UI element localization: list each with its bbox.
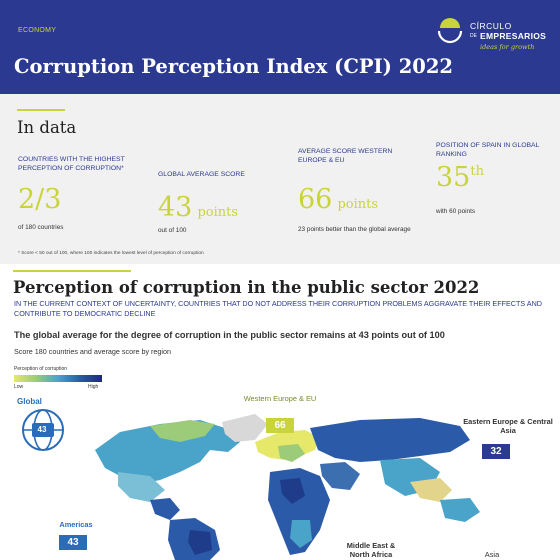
world-map <box>95 414 480 560</box>
public-sector-title: Perception of corruption in the public s… <box>13 278 480 297</box>
stat-value-spain-position: 35th <box>436 162 484 193</box>
logo-circle-icon <box>437 18 463 44</box>
stat-label-highest-corruption: COUNTRIES WITH THE HIGHEST PERCEPTION OF… <box>18 156 125 172</box>
logo-line2: EMPRESARIOS <box>480 31 547 41</box>
page-title: Corruption Perception Index (CPI) 2022 <box>14 55 453 78</box>
stat-value-highest-corruption: 2/3 <box>18 184 62 215</box>
region-score-global: 43 <box>37 425 47 434</box>
section-tag: ECONOMY <box>18 27 57 34</box>
globe-icon <box>22 409 64 451</box>
accent-line <box>17 109 65 111</box>
footnote: * Score < 50 out of 100, where 100 indic… <box>18 251 204 256</box>
stat-label-western-europe: AVERAGE SCORE WESTERN EUROPE & EU <box>298 148 393 164</box>
region-score-western-europe: 66 <box>266 418 294 433</box>
region-label-asia: Asia <box>484 550 500 559</box>
stat-value-global-average: 43 points <box>158 192 239 223</box>
region-label-eastern-europe: Eastern Europe & Central Asia <box>463 417 553 435</box>
legend-low: Low <box>14 384 24 390</box>
stat-value-western-europe: 66 points <box>298 184 379 215</box>
in-data-title: In data <box>17 118 77 137</box>
region-label-global: Global <box>17 397 42 406</box>
logo-line1: CÍRCULO <box>470 21 512 31</box>
in-data-panel: In data COUNTRIES WITH THE HIGHEST PERCE… <box>0 94 560 264</box>
legend-color-scale <box>14 375 102 382</box>
region-label-middle-east: Middle East & North Africa <box>346 541 396 559</box>
region-score-eastern-europe: 32 <box>482 444 510 459</box>
region-score-americas: 43 <box>59 535 87 550</box>
region-label-western-europe: Western Europe & EU <box>243 394 317 403</box>
logo-de: DE <box>470 33 477 39</box>
circulo-logo: CÍRCULO DE EMPRESARIOS ideas for growth <box>436 14 554 58</box>
chart-subtitle: Score 180 countries and average score by… <box>14 347 172 356</box>
chart-title: The global average for the degree of cor… <box>14 330 445 340</box>
legend-title: Perception of corruption <box>14 366 68 372</box>
region-label-americas: Americas <box>59 520 93 529</box>
stat-label-global-average: GLOBAL AVERAGE SCORE <box>158 171 245 178</box>
stat-note-western-europe: 23 points better than the global average <box>298 226 411 233</box>
stat-note-spain-position: with 60 points <box>436 208 476 215</box>
header-banner: ECONOMY Corruption Perception Index (CPI… <box>0 0 560 94</box>
legend-high: High <box>88 384 99 390</box>
stat-note-global-average: out of 100 <box>158 227 187 234</box>
public-sector-subtitle: IN THE CURRENT CONTEXT OF UNCERTAINTY, C… <box>14 299 542 318</box>
section-accent-line <box>13 270 131 272</box>
stat-label-spain-position: POSITION OF SPAIN IN GLOBAL RANKING <box>436 142 540 158</box>
logo-tagline: ideas for growth <box>480 43 535 51</box>
stat-note-highest-corruption: of 180 countries <box>18 224 64 231</box>
